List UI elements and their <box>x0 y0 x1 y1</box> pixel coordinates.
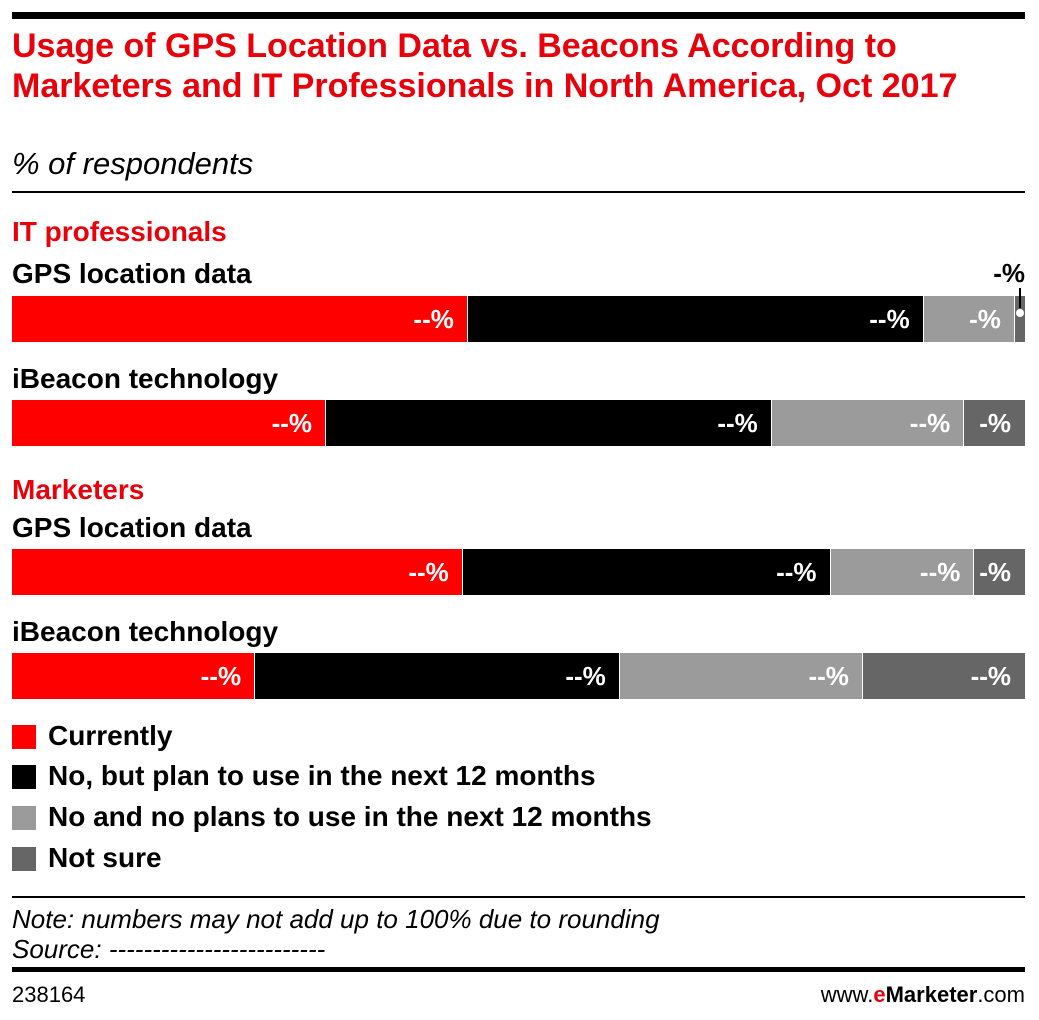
bar-row: --% --% --% -% <box>12 549 1025 595</box>
legend-swatch <box>12 847 36 871</box>
data-label: --% <box>808 661 849 691</box>
source-text: Source: ------------------------- <box>12 934 326 964</box>
legend-swatch <box>12 765 36 789</box>
data-label: --% <box>200 661 242 691</box>
brand-url[interactable]: www.eMarketer.com <box>821 982 1025 1008</box>
data-label: --% <box>919 557 961 587</box>
category-label: GPS location data <box>12 512 252 543</box>
bottom-rule <box>12 967 1025 972</box>
data-label: --% <box>776 557 817 587</box>
legend-label: No and no plans to use in the next 12 mo… <box>48 801 652 832</box>
bar-segment <box>974 549 1025 595</box>
bar-segment <box>255 653 620 699</box>
bar-segment <box>12 296 468 342</box>
legend-swatch <box>12 806 36 830</box>
footer-divider <box>12 896 1025 898</box>
category-label: GPS location data <box>12 258 252 289</box>
bar-row: --% --% --% --% <box>12 653 1025 699</box>
brand-suffix: .com <box>977 982 1025 1007</box>
data-label: --% <box>717 408 758 438</box>
data-label: --% <box>408 557 449 587</box>
bar-row: --% --% --% -% <box>12 400 1025 446</box>
chart-id: 238164 <box>12 982 86 1007</box>
bar-segment <box>467 296 924 342</box>
legend-swatch <box>12 725 36 749</box>
data-label: -% <box>979 408 1011 438</box>
data-label: --% <box>909 408 951 438</box>
bar-segment <box>326 400 772 446</box>
category-label: iBeacon technology <box>12 363 279 394</box>
bar-segment <box>964 400 1025 446</box>
bar-segment <box>12 549 463 595</box>
bar-segment <box>923 296 1015 342</box>
data-label: -% <box>993 258 1025 288</box>
leader-line <box>1018 288 1021 312</box>
bar-segment <box>862 653 1025 699</box>
chart-title: Usage of GPS Location Data vs. Beacons A… <box>12 27 958 105</box>
bar-segment <box>462 549 831 595</box>
bar-row: --% --% -% <box>12 296 1025 342</box>
title-divider <box>12 191 1025 193</box>
category-label: iBeacon technology <box>12 616 279 647</box>
bar-segment <box>12 400 327 446</box>
legend-label: Currently <box>48 720 173 751</box>
bar-segment <box>1014 296 1025 342</box>
bar-segment <box>830 549 975 595</box>
legend-label: Not sure <box>48 842 162 873</box>
brand-prefix: www. <box>820 982 874 1007</box>
data-label: --% <box>271 408 313 438</box>
footnote: Note: numbers may not add up to 100% due… <box>12 904 660 964</box>
top-rule <box>12 12 1025 19</box>
leader-dot <box>1014 308 1025 318</box>
bar-segment <box>771 400 965 446</box>
data-label: --% <box>413 304 454 334</box>
brand-accent: e <box>873 982 886 1007</box>
data-label: --% <box>869 304 910 334</box>
group-label: IT professionals <box>12 216 227 247</box>
data-label: -% <box>979 557 1011 587</box>
data-label: --% <box>970 661 1011 691</box>
legend-label: No, but plan to use in the next 12 month… <box>48 760 596 791</box>
data-label: --% <box>565 661 606 691</box>
chart-subtitle: % of respondents <box>12 146 254 181</box>
group-label: Marketers <box>12 474 145 505</box>
data-label: -% <box>969 304 1001 334</box>
bar-segment <box>12 653 256 699</box>
brand-name: Marketer <box>885 982 978 1007</box>
bar-segment <box>619 653 863 699</box>
note-text: Note: numbers may not add up to 100% due… <box>12 904 660 934</box>
